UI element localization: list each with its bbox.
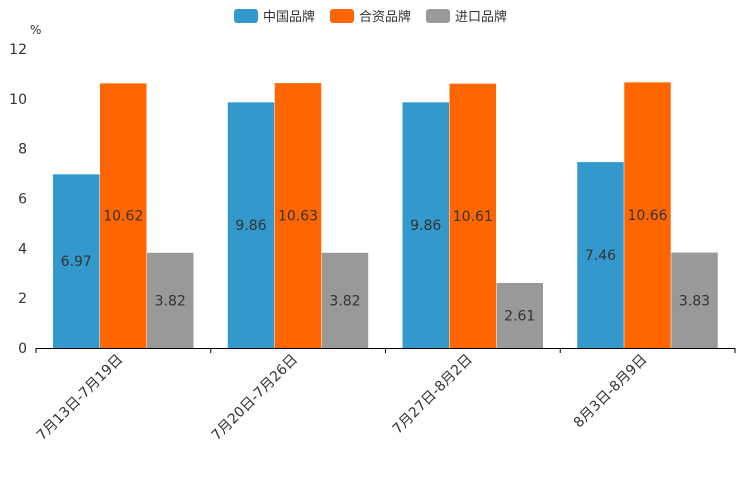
data-label-2-3: 3.82 <box>329 293 360 309</box>
data-label-4-1: 7.46 <box>585 248 616 264</box>
data-label-1-1: 6.97 <box>61 254 92 270</box>
y-tick-label: 10 <box>9 92 27 108</box>
bar-1-1[interactable] <box>53 174 100 348</box>
data-label-1-2: 10.62 <box>103 209 143 225</box>
data-label-3-1: 9.86 <box>410 218 441 234</box>
data-label-3-2: 10.61 <box>453 209 493 225</box>
legend-swatch-2[interactable] <box>330 9 354 23</box>
data-label-1-3: 3.82 <box>155 293 186 309</box>
x-tick-label: 7月20日-7月26日 <box>209 352 301 444</box>
legend-label-3[interactable]: 进口品牌 <box>455 9 507 25</box>
bar-2-1[interactable] <box>227 102 275 349</box>
data-label-2-2: 10.63 <box>278 209 318 225</box>
bar-3-3[interactable] <box>496 282 544 348</box>
y-axis-unit: % <box>30 23 41 37</box>
legend: 中国品牌 合资品牌 进口品牌 <box>234 9 507 25</box>
x-axis: 7月13日-7月19日 7月20日-7月26日 7月27日-8月2日 8月3日-8月9… <box>34 348 736 444</box>
data-label-4-2: 10.66 <box>627 208 667 224</box>
x-tick-label: 8月3日-8月9日 <box>571 352 651 432</box>
legend-label-1[interactable]: 中国品牌 <box>263 9 315 25</box>
y-tick-label: 2 <box>18 291 27 307</box>
y-tick-label: 6 <box>18 192 27 208</box>
legend-swatch-1[interactable] <box>234 9 258 23</box>
bar-4-3[interactable] <box>671 252 718 348</box>
bar-4-2[interactable] <box>624 82 671 348</box>
x-tick-label: 7月27日-8月2日 <box>390 352 476 438</box>
data-label-3-3: 2.61 <box>504 308 535 324</box>
data-labels: 6.97 10.62 3.82 9.86 10.63 3.82 9.86 10.61 2.61 7… <box>61 208 710 324</box>
bar-4-1[interactable] <box>577 162 624 348</box>
bar-2-3[interactable] <box>321 252 369 348</box>
y-tick-label: 12 <box>9 42 27 58</box>
bar-3-1[interactable] <box>402 102 450 349</box>
legend-swatch-3[interactable] <box>426 9 450 23</box>
bars <box>53 82 718 349</box>
data-label-2-1: 9.86 <box>235 218 266 234</box>
data-label-4-3: 3.83 <box>679 293 710 309</box>
bar-3-2[interactable] <box>449 83 497 349</box>
y-axis: 0 2 4 6 8 10 12 <box>9 42 27 357</box>
bar-2-2[interactable] <box>274 83 322 348</box>
y-tick-label: 8 <box>18 142 27 158</box>
bar-1-3[interactable] <box>147 252 194 348</box>
bar-1-2[interactable] <box>100 83 147 348</box>
y-tick-label: 0 <box>18 341 27 357</box>
y-tick-label: 4 <box>18 241 27 257</box>
x-tick-label: 7月13日-7月19日 <box>34 352 126 444</box>
legend-label-2[interactable]: 合资品牌 <box>359 9 411 25</box>
